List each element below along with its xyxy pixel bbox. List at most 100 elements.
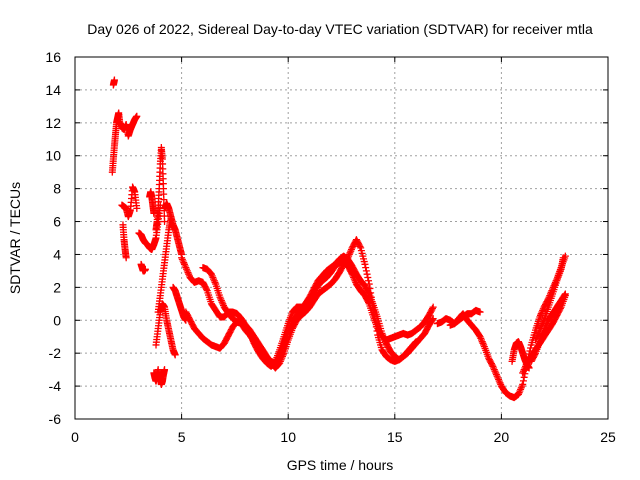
x-axis-label: GPS time / hours <box>287 457 394 473</box>
y-tick-label: -2 <box>49 345 62 361</box>
plot-frame <box>74 56 609 420</box>
plus-marker <box>539 306 547 314</box>
plus-marker <box>533 333 541 341</box>
plus-marker <box>178 254 186 262</box>
plus-marker <box>347 247 355 255</box>
plus-marker <box>534 329 542 337</box>
y-axis-label: SDTVAR / TECUs <box>7 182 23 294</box>
plus-marker <box>381 336 389 344</box>
series-arc7 <box>137 260 149 275</box>
plus-marker <box>559 254 567 262</box>
plus-marker <box>489 362 497 370</box>
plus-marker <box>496 379 504 387</box>
plus-marker <box>492 371 500 379</box>
y-tick-label: 14 <box>45 82 61 98</box>
plus-marker <box>208 272 216 280</box>
x-tick-label: 20 <box>494 429 510 445</box>
series-arc11 <box>152 144 169 234</box>
plus-marker <box>429 315 437 323</box>
plus-marker <box>287 321 295 329</box>
plus-marker <box>516 387 524 395</box>
plus-marker <box>411 339 419 347</box>
y-tick-label: -4 <box>49 378 62 394</box>
y-tick-label: 10 <box>45 148 61 164</box>
plus-marker <box>347 246 355 254</box>
plus-marker <box>517 385 525 393</box>
plus-marker <box>218 298 226 306</box>
plus-marker <box>180 260 188 268</box>
plus-marker <box>535 328 543 336</box>
plus-marker <box>183 265 191 273</box>
plus-marker <box>363 270 371 278</box>
data-points <box>108 76 569 402</box>
plus-marker <box>185 270 193 278</box>
plus-marker <box>537 323 545 331</box>
plus-marker <box>493 372 501 380</box>
x-tick-label: 15 <box>387 429 403 445</box>
plus-marker <box>110 76 118 84</box>
plus-marker <box>210 275 218 283</box>
plus-marker <box>520 366 528 374</box>
y-tick-label: 4 <box>53 246 61 262</box>
y-tick-label: 16 <box>45 49 61 65</box>
chart-title: Day 026 of 2022, Sidereal Day-to-day VTE… <box>87 21 593 37</box>
plus-marker <box>161 366 169 374</box>
plus-marker <box>539 318 547 326</box>
plus-marker <box>495 376 503 384</box>
plus-marker <box>494 374 502 382</box>
plus-marker <box>476 333 484 341</box>
plus-marker <box>478 336 486 344</box>
plus-marker <box>154 366 162 374</box>
plus-marker <box>346 249 354 257</box>
plus-marker <box>380 334 388 342</box>
plus-marker <box>219 300 227 308</box>
plus-marker <box>179 257 187 265</box>
plus-marker <box>561 290 569 298</box>
plus-marker <box>428 316 436 324</box>
x-tick-label: 0 <box>71 429 79 445</box>
plus-marker <box>517 384 525 392</box>
plus-marker <box>515 389 523 397</box>
plus-marker <box>286 323 294 331</box>
plus-marker <box>133 204 141 212</box>
plus-marker <box>181 262 189 270</box>
plus-marker <box>536 326 544 334</box>
plus-marker <box>211 278 219 286</box>
plus-marker <box>519 377 527 385</box>
plus-marker <box>182 264 190 272</box>
x-tick-label: 25 <box>600 429 616 445</box>
plus-marker <box>207 270 215 278</box>
plus-marker <box>216 293 224 301</box>
series-arc4 <box>118 183 141 221</box>
series-arc21 <box>508 338 533 372</box>
y-tick-label: 8 <box>53 181 61 197</box>
plus-marker <box>488 361 496 369</box>
y-tick-label: 2 <box>53 279 61 295</box>
plus-marker <box>514 390 522 398</box>
plus-marker <box>285 326 293 334</box>
plus-marker <box>133 112 141 120</box>
plus-marker <box>275 354 283 362</box>
series-arc2 <box>109 76 118 89</box>
plus-marker <box>539 320 547 328</box>
series-arc20 <box>446 306 484 329</box>
plus-marker <box>491 367 499 375</box>
plus-marker <box>382 338 390 346</box>
y-tick-label: 12 <box>45 115 61 131</box>
plus-marker <box>209 273 217 281</box>
plus-marker <box>492 369 500 377</box>
plus-marker <box>490 366 498 374</box>
plus-marker <box>379 331 387 339</box>
plus-marker <box>180 259 188 267</box>
plus-marker <box>411 338 419 346</box>
plus-marker <box>184 269 192 277</box>
x-tick-label: 5 <box>178 429 186 445</box>
plus-marker <box>490 364 498 372</box>
plus-marker <box>365 277 373 285</box>
plus-marker <box>476 308 484 316</box>
plus-marker <box>217 295 225 303</box>
plus-marker <box>561 291 569 299</box>
plus-marker <box>518 382 526 390</box>
series-arc13 <box>152 300 179 359</box>
plus-marker <box>478 338 486 346</box>
